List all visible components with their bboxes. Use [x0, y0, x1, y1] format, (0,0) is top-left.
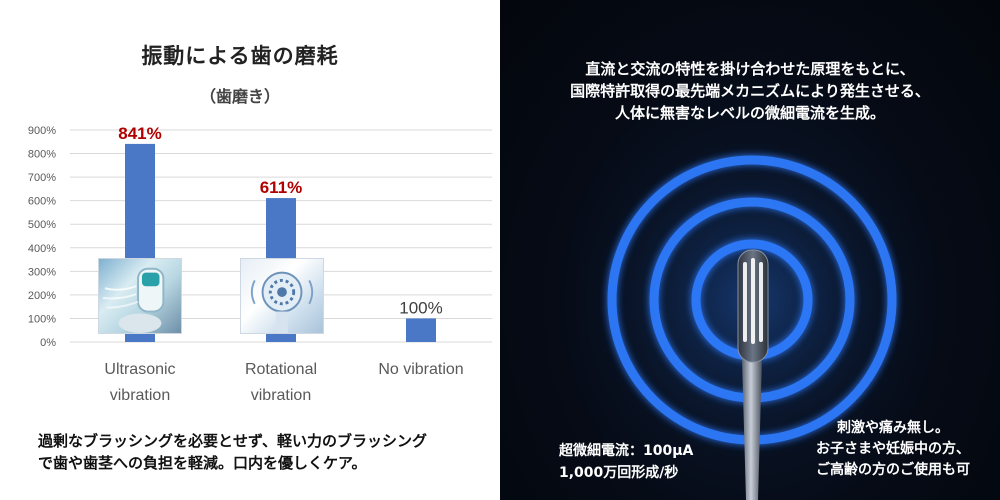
left-panel: 振動による歯の磨耗 （歯磨き） 0% 100% 200% 300% 400% 500% 60… [27, 44, 492, 474]
spec-line: 1,000万回形成/秒 [559, 465, 679, 481]
current-spec: 超微細電流：100μA 1,000万回形成/秒 [559, 440, 693, 484]
category-label: No vibration [378, 361, 463, 378]
category-label: vibration [251, 387, 311, 404]
y-tick-label: 100% [28, 313, 56, 325]
y-tick-label: 800% [28, 149, 56, 161]
benefit-line: お子さまや妊娠中の方、 [816, 441, 970, 457]
chart-title: 振動による歯の磨耗 [141, 44, 339, 68]
chart-subtitle: （歯磨き） [199, 87, 280, 106]
microcurrent-illustration [562, 110, 942, 500]
spec-line: 超微細電流：100μA [559, 443, 694, 459]
category-label: Ultrasonic [104, 361, 175, 378]
benefit-line: 刺激や痛み無し。 [837, 420, 949, 436]
footer-line: で歯や歯茎への負担を軽減。口内を優しくケア。 [38, 454, 367, 472]
y-tick-label: 0% [40, 337, 56, 349]
headline: 直流と交流の特性を掛け合わせた原理をもとに、 国際特許取得の最先端メカニズムによ… [520, 58, 980, 124]
ultrasonic-brush-photo [98, 258, 182, 334]
rotational-brush-photo [240, 258, 324, 334]
footer-description: 過剰なブラッシングを必要とせず、軽い力のブラッシング で歯や歯茎への負担を軽減。… [38, 430, 488, 474]
benefit-note: 刺激や痛み無し。 お子さまや妊娠中の方、 ご高齢の方のご使用も可 [816, 418, 970, 481]
bar-value-label: 611% [260, 178, 303, 197]
y-tick-label: 600% [28, 196, 56, 208]
bar-chart: 0% 100% 200% 300% 400% 500% 600% 700% 800% 900% 84… [28, 124, 492, 404]
right-panel: 直流と交流の特性を掛け合わせた原理をもとに、 国際特許取得の最先端メカニズムによ… [500, 0, 1000, 500]
bar-value-label: 841% [118, 124, 161, 143]
headline-line: 直流と交流の特性を掛け合わせた原理をもとに、 [585, 60, 915, 78]
category-label: vibration [110, 387, 170, 404]
y-tick-label: 200% [28, 290, 56, 302]
toothbrush-icon [737, 249, 769, 500]
y-tick-label: 700% [28, 172, 56, 184]
y-tick-label: 400% [28, 243, 56, 255]
headline-line: 人体に無害なレベルの微細電流を生成。 [614, 104, 885, 122]
category-label: Rotational [245, 361, 317, 378]
footer-line: 過剰なブラッシングを必要とせず、軽い力のブラッシング [38, 432, 427, 450]
benefit-line: ご高齢の方のご使用も可 [816, 462, 970, 478]
y-tick-label: 900% [28, 125, 56, 137]
headline-line: 国際特許取得の最先端メカニズムにより発生させる、 [570, 82, 930, 100]
y-tick-label: 500% [28, 219, 56, 231]
bar-value-label: 100% [399, 298, 442, 317]
bar [406, 318, 436, 342]
y-tick-label: 300% [28, 266, 56, 278]
